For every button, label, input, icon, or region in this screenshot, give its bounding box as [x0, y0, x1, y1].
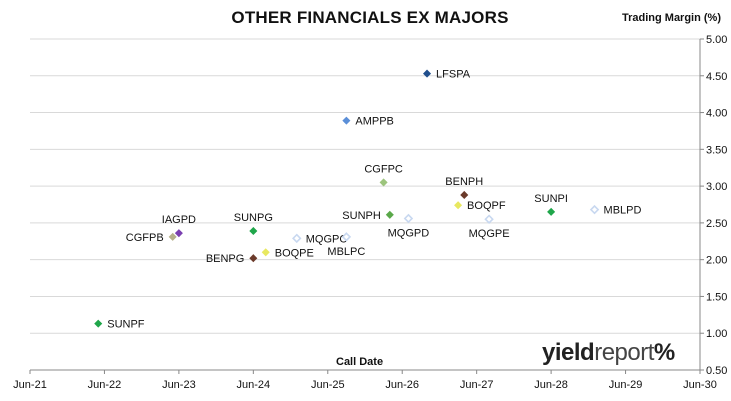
data-label: BENPH [445, 176, 483, 188]
data-label: MQGPC [306, 233, 348, 245]
chart-title: OTHER FINANCIALS EX MAJORS [231, 8, 509, 27]
data-point [454, 201, 463, 210]
data-label: SUNPG [234, 212, 273, 224]
data-label: BOQPF [467, 200, 506, 212]
data-point [94, 319, 103, 328]
x-tick-label: Jun-25 [311, 379, 345, 391]
data-label: SUNPI [534, 193, 568, 205]
data-label: CGFPC [364, 163, 403, 175]
percent-icon: % [653, 339, 675, 366]
y-tick-label: 5.00 [706, 34, 727, 46]
yieldreport-logo: yieldreport% [542, 339, 675, 367]
data-label: MQGPE [469, 228, 510, 240]
data-point [423, 69, 432, 78]
x-tick-label: Jun-24 [237, 379, 271, 391]
data-label: AMPPB [355, 116, 394, 128]
y-tick-label: 3.00 [706, 181, 727, 193]
y-tick-label: 4.50 [706, 71, 727, 83]
x-tick-label: Jun-22 [88, 379, 122, 391]
data-label: SUNPF [107, 319, 145, 331]
data-point [174, 229, 183, 238]
data-label: MBLPC [327, 246, 365, 258]
data-label: BOQPE [275, 247, 314, 259]
y-tick-label: 2.50 [706, 218, 727, 230]
data-point [460, 190, 469, 199]
x-tick-label: Jun-26 [385, 379, 419, 391]
data-point [589, 204, 600, 215]
data-label: LFSPA [436, 69, 471, 81]
logo-brand-light: report [594, 339, 654, 366]
x-tick-label: Jun-21 [13, 379, 47, 391]
data-point [249, 226, 258, 236]
data-point [547, 207, 556, 216]
x-tick-label: Jun-28 [534, 379, 568, 391]
data-point [249, 254, 258, 263]
y-tick-label: 4.00 [706, 108, 727, 120]
y-tick-label: 1.00 [706, 328, 727, 340]
x-tick-label: Jun-29 [609, 379, 643, 391]
x-tick-label: Jun-30 [683, 379, 717, 391]
data-point [261, 248, 270, 257]
data-label: SUNPH [342, 210, 381, 222]
y-axis-label: Trading Margin (%) [622, 12, 721, 24]
y-tick-label: 1.50 [706, 291, 727, 303]
data-point [341, 232, 352, 242]
data-point [484, 214, 494, 224]
data-label: CGFPB [126, 232, 164, 244]
data-point [292, 233, 302, 244]
data-label: MBLPD [604, 205, 642, 217]
y-tick-label: 2.00 [706, 255, 727, 267]
data-point [168, 232, 177, 241]
data-label: MQGPD [388, 227, 430, 239]
x-axis-label: Call Date [336, 356, 384, 368]
data-label: BENPG [206, 253, 245, 265]
y-tick-label: 3.50 [706, 144, 727, 156]
data-point [342, 116, 351, 125]
x-tick-label: Jun-23 [162, 379, 196, 391]
y-tick-label: 0.50 [706, 365, 727, 377]
data-point [403, 213, 414, 224]
logo-brand-bold: yield [542, 339, 595, 366]
data-label: IAGPD [162, 214, 196, 226]
data-point [379, 178, 388, 187]
data-point [385, 210, 394, 219]
x-tick-label: Jun-27 [460, 379, 494, 391]
